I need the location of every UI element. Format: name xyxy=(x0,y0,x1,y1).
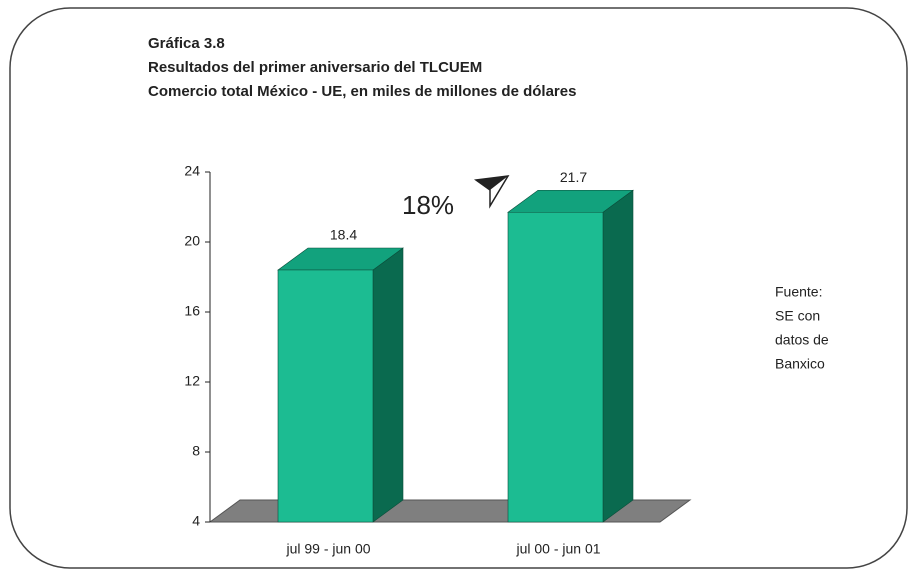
source: Fuente: xyxy=(775,284,822,300)
chart-subtitle: Comercio total México - UE, en miles de … xyxy=(148,83,576,100)
frame xyxy=(9,7,908,569)
value-label: 18.4 xyxy=(330,227,357,243)
arrow-icon xyxy=(476,176,508,190)
annotation: 18% xyxy=(402,190,454,220)
y-tick-label: 24 xyxy=(184,163,200,179)
y-tick-label: 12 xyxy=(184,373,200,389)
y-tick-label: 8 xyxy=(192,443,200,459)
source: datos de xyxy=(775,332,829,348)
y-tick-label: 4 xyxy=(192,513,200,529)
bar-side xyxy=(372,247,404,523)
y-tick-label: 20 xyxy=(184,233,200,249)
x-tick-label: jul 99 - jun 00 xyxy=(285,541,370,557)
bar xyxy=(277,247,404,523)
source: SE con xyxy=(775,308,820,324)
chart-subtitle: Resultados del primer aniversario del TL… xyxy=(148,59,482,76)
value-label: 21.7 xyxy=(560,169,587,185)
bar xyxy=(507,189,634,523)
bar-front xyxy=(277,269,374,523)
bar-side xyxy=(602,189,634,523)
bar-front xyxy=(507,211,604,523)
x-tick-label: jul 00 - jun 01 xyxy=(515,541,600,557)
y-tick-label: 16 xyxy=(184,303,200,319)
chart-title: Gráfica 3.8 xyxy=(148,35,225,52)
source: Banxico xyxy=(775,356,825,372)
